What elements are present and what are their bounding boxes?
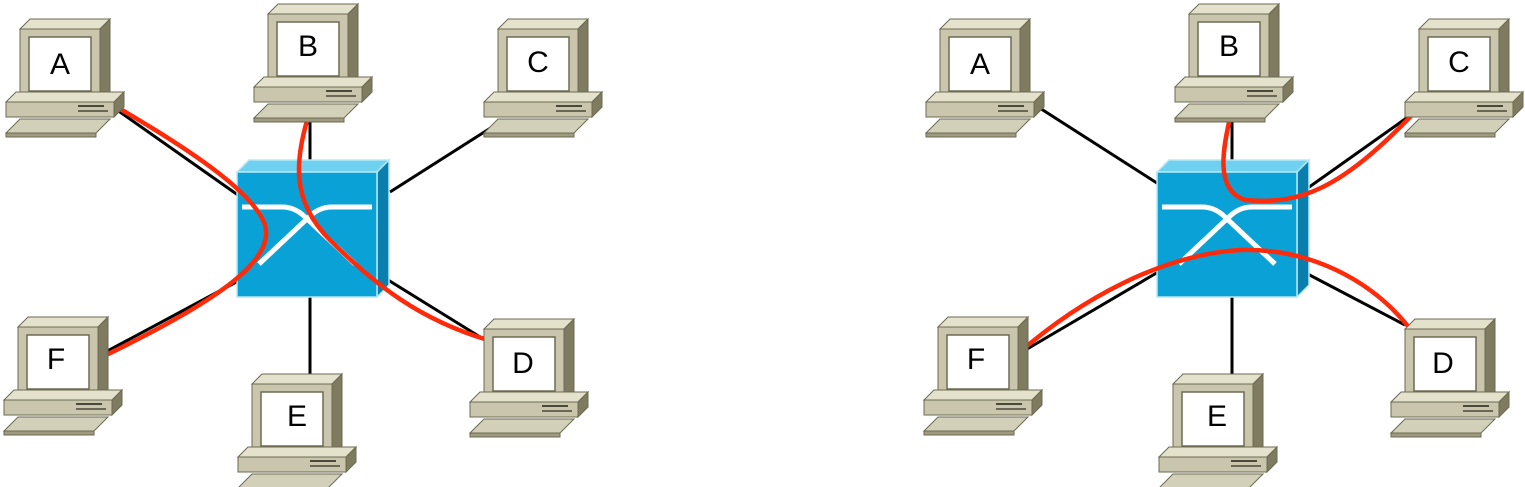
computer-c-label: C	[1448, 46, 1470, 79]
computer-d: D	[469, 318, 589, 438]
link-d-switch	[379, 273, 486, 342]
left-diagram: A B C D E F	[3, 3, 603, 487]
computer-f: F	[923, 316, 1043, 436]
path-a-f	[99, 100, 269, 360]
workstation-icon	[923, 316, 1043, 436]
switch-icon	[1157, 160, 1309, 297]
computer-c-label: C	[527, 46, 549, 79]
computer-b: B	[253, 3, 373, 123]
workstation-icon	[253, 3, 373, 123]
link-a-switch	[1034, 103, 1161, 187]
computer-c: C	[1404, 18, 1524, 138]
computer-a-label: A	[50, 48, 70, 81]
computer-a: A	[5, 18, 125, 138]
computer-f-label: F	[47, 343, 65, 376]
link-c-switch	[1304, 110, 1416, 192]
computer-e-label: E	[287, 400, 307, 433]
link-c-switch	[389, 120, 501, 194]
computer-c: C	[483, 18, 603, 138]
link-a-switch	[109, 103, 246, 202]
right-active-paths	[1017, 107, 1418, 355]
computer-a: A	[925, 18, 1045, 138]
workstation-icon	[3, 316, 123, 436]
switch-icon	[237, 160, 389, 297]
computer-e-label: E	[1207, 400, 1227, 433]
computer-f-label: F	[967, 343, 985, 376]
computer-b-label: B	[298, 30, 318, 63]
computer-d: D	[1390, 318, 1510, 438]
left-active-paths	[99, 100, 491, 360]
left-links	[99, 103, 501, 375]
computer-e: E	[237, 373, 357, 487]
link-f-switch	[1021, 266, 1166, 354]
computer-f: F	[3, 316, 123, 436]
path-b-d	[296, 107, 491, 343]
workstation-icon	[1174, 3, 1294, 123]
right-links	[1021, 103, 1416, 375]
computer-a-label: A	[970, 48, 990, 81]
computer-d-label: D	[512, 347, 534, 380]
link-d-switch	[1299, 268, 1406, 327]
computer-b: B	[1174, 3, 1294, 123]
computer-b-label: B	[1219, 30, 1239, 63]
computer-d-label: D	[1432, 347, 1454, 380]
path-b-c	[1221, 107, 1418, 204]
path-f-d	[1017, 247, 1410, 355]
computer-e: E	[1158, 373, 1278, 487]
right-diagram: A B C D E F	[923, 3, 1524, 487]
